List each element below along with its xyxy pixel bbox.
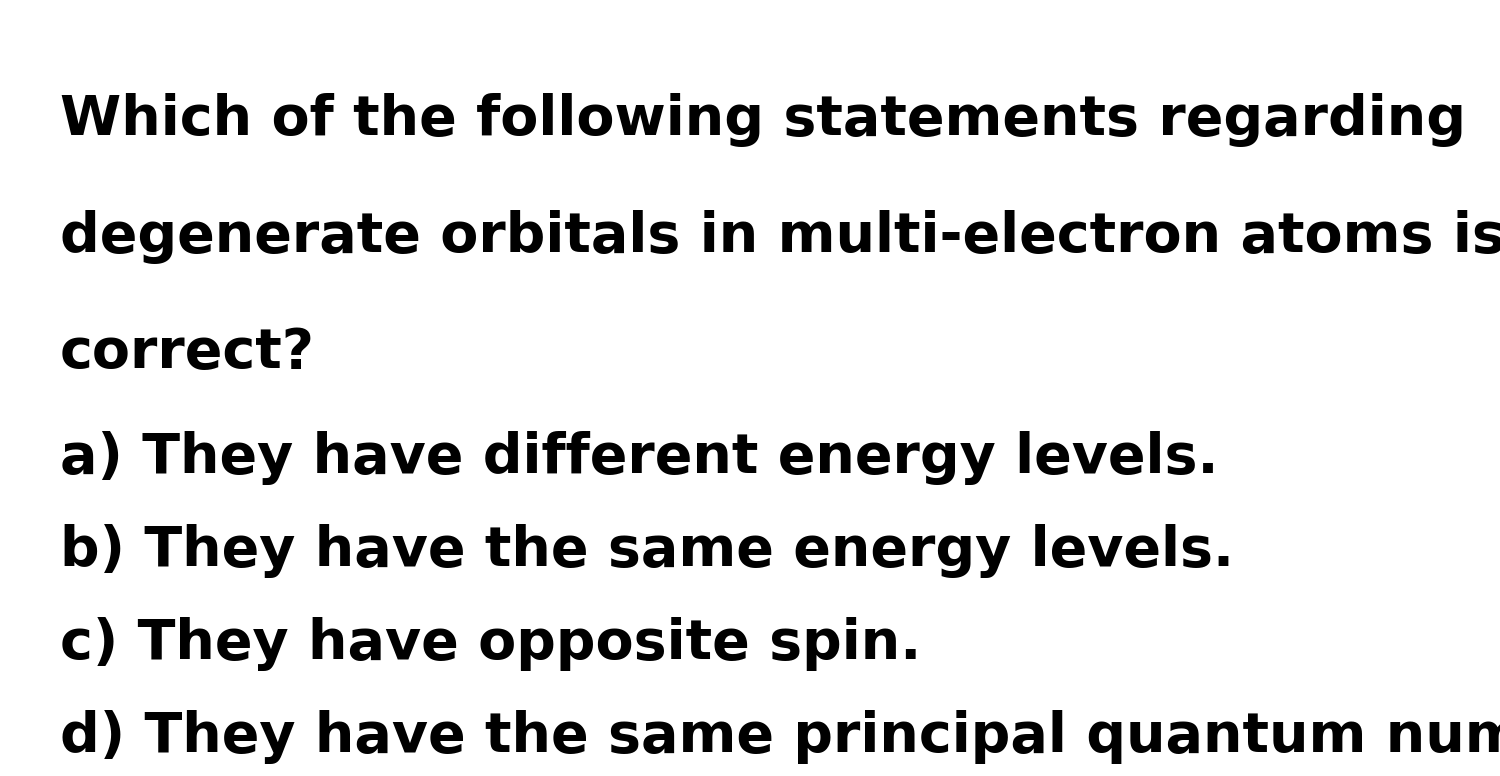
Text: degenerate orbitals in multi-electron atoms is: degenerate orbitals in multi-electron at… bbox=[60, 210, 1500, 264]
Text: a) They have different energy levels.: a) They have different energy levels. bbox=[60, 431, 1218, 485]
Text: correct?: correct? bbox=[60, 326, 315, 380]
Text: d) They have the same principal quantum number.: d) They have the same principal quantum … bbox=[60, 710, 1500, 764]
Text: Which of the following statements regarding: Which of the following statements regard… bbox=[60, 93, 1466, 147]
Text: c) They have opposite spin.: c) They have opposite spin. bbox=[60, 617, 921, 671]
Text: b) They have the same energy levels.: b) They have the same energy levels. bbox=[60, 524, 1234, 578]
